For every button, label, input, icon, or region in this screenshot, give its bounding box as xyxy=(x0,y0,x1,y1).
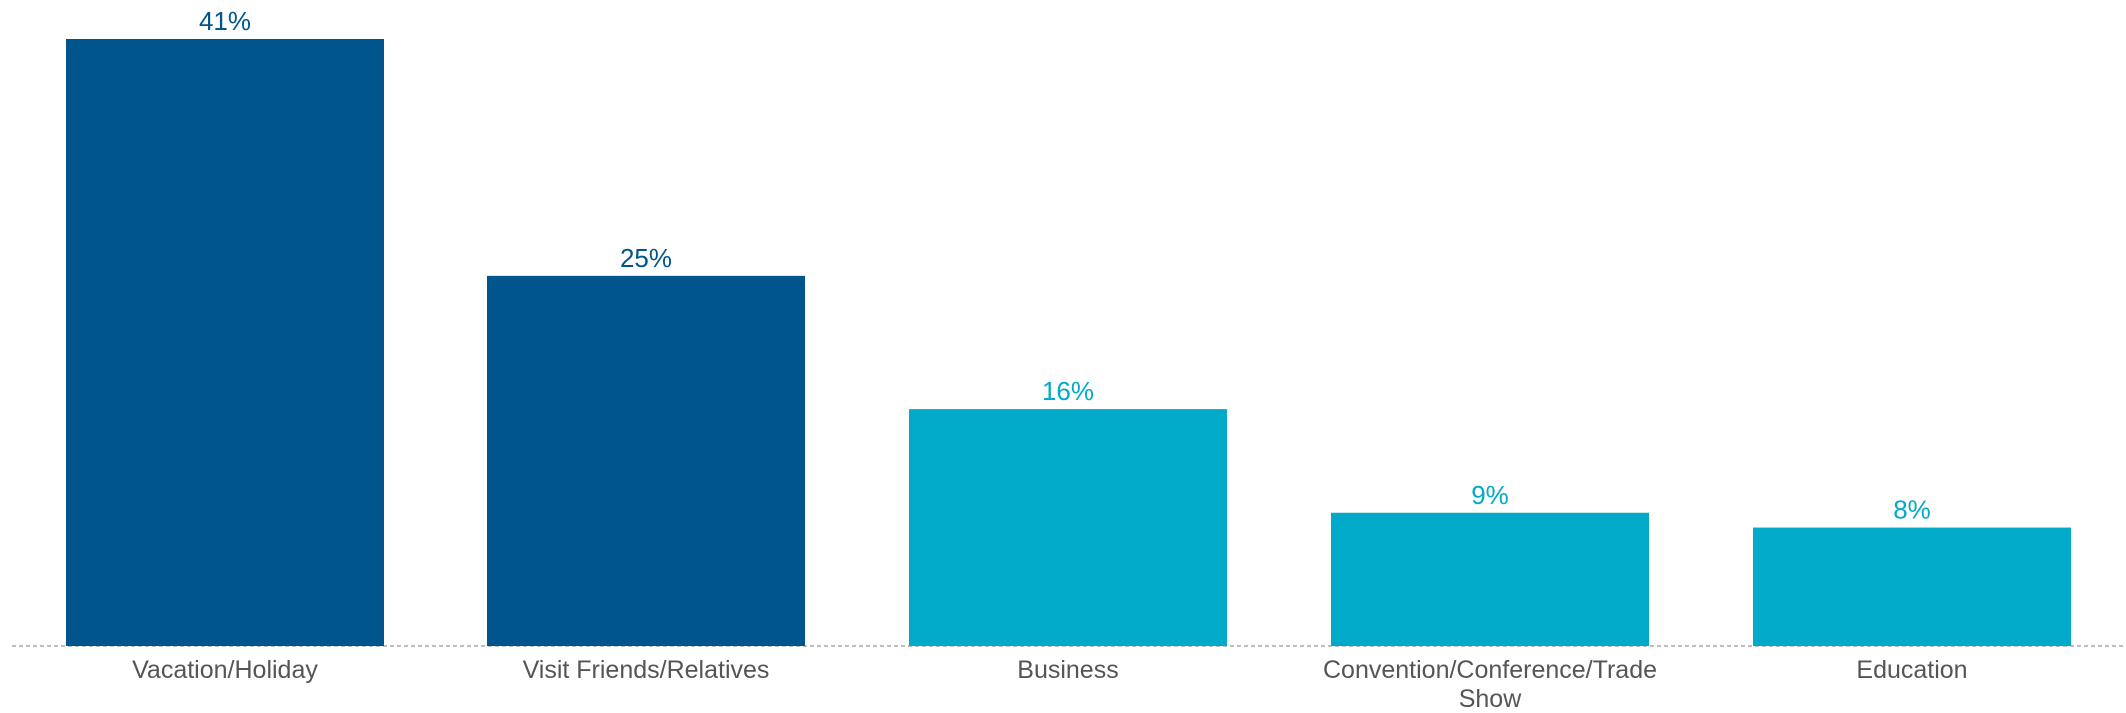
bar-0 xyxy=(66,39,384,646)
bar-value-label-0: 41% xyxy=(199,6,251,36)
bar-value-label-4: 8% xyxy=(1893,495,1931,525)
category-label-4: Education xyxy=(1856,656,1967,684)
category-label-line: Education xyxy=(1856,656,1967,684)
bar-value-label-2: 16% xyxy=(1042,376,1094,406)
category-label-0: Vacation/Holiday xyxy=(132,656,318,684)
bar-1 xyxy=(487,275,805,646)
category-label-3: Convention/Conference/Trade Show xyxy=(1323,656,1657,713)
category-label-line: Vacation/Holiday xyxy=(132,656,318,684)
bar-3 xyxy=(1331,512,1649,646)
bar-value-label-1: 25% xyxy=(620,243,672,273)
bar-value-label-3: 9% xyxy=(1471,480,1509,510)
bar-4 xyxy=(1753,527,2071,646)
category-label-2: Business xyxy=(1017,656,1118,684)
category-label-line: Visit Friends/Relatives xyxy=(523,656,770,684)
category-label-line: Business xyxy=(1017,656,1118,684)
bar-2 xyxy=(909,409,1227,646)
category-label-line: Show xyxy=(1459,685,1522,713)
category-label-line: Convention/Conference/Trade xyxy=(1323,656,1657,684)
category-label-1: Visit Friends/Relatives xyxy=(523,656,770,684)
